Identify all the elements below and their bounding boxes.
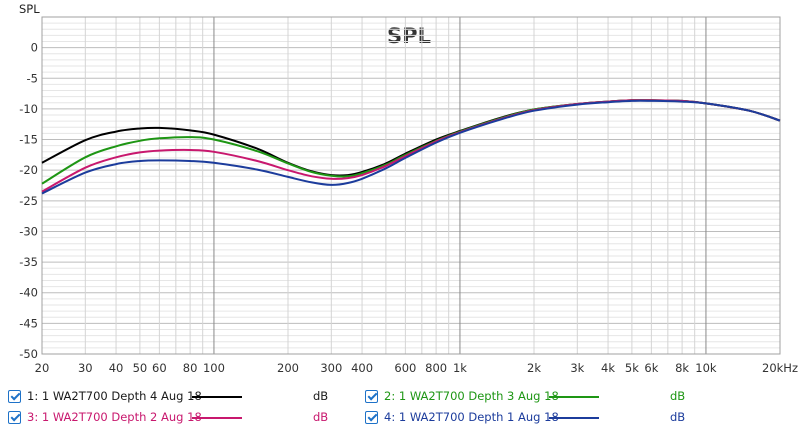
x-tick-label: 200 bbox=[277, 361, 299, 375]
y-tick-label: -30 bbox=[19, 224, 38, 238]
legend-unit-1: dB bbox=[313, 389, 329, 403]
legend-swatch-1 bbox=[192, 396, 242, 398]
x-tick-label: 5k bbox=[625, 361, 639, 375]
legend-label-2: 2: 1 WA2T700 Depth 3 Aug 18 bbox=[384, 389, 559, 403]
legend-label-3: 3: 1 WA2T700 Depth 2 Aug 18 bbox=[27, 410, 202, 424]
y-tick-label: -50 bbox=[19, 347, 38, 361]
x-tick-label: 40 bbox=[109, 361, 124, 375]
legend-unit-4: dB bbox=[670, 410, 686, 424]
x-tick-label: 800 bbox=[425, 361, 447, 375]
legend-item-2[interactable]: 2: 1 WA2T700 Depth 3 Aug 18 bbox=[365, 387, 559, 405]
x-tick-label: 100 bbox=[203, 361, 225, 375]
x-tick-label: 8k bbox=[675, 361, 689, 375]
x-tick-label: 4k bbox=[601, 361, 615, 375]
x-tick-label: 3k bbox=[570, 361, 584, 375]
x-tick-label: 300 bbox=[320, 361, 342, 375]
chart-title: SPL bbox=[387, 24, 431, 48]
y-tick-label: -45 bbox=[19, 316, 38, 330]
legend: 1: 1 WA2T700 Depth 4 Aug 18 dB 3: 1 WA2T… bbox=[0, 384, 800, 429]
legend-unit-3: dB bbox=[313, 410, 329, 424]
curves bbox=[41, 99, 781, 195]
x-tick-label: 400 bbox=[351, 361, 373, 375]
legend-checkbox-1[interactable] bbox=[8, 389, 21, 403]
y-tick-label: 0 bbox=[31, 41, 38, 55]
y-tick-label: -25 bbox=[19, 194, 38, 208]
x-tick-label: 30 bbox=[78, 361, 93, 375]
y-tick-label: -40 bbox=[19, 286, 38, 300]
y-tick-label: -10 bbox=[19, 102, 38, 116]
grid bbox=[42, 16, 781, 355]
y-tick-label: -35 bbox=[19, 255, 38, 269]
y-tick-label: -15 bbox=[19, 133, 38, 147]
legend-unit-2: dB bbox=[670, 389, 686, 403]
legend-item-3[interactable]: 3: 1 WA2T700 Depth 2 Aug 18 bbox=[8, 408, 202, 426]
x-tick-label: 2k bbox=[527, 361, 541, 375]
x-tick-labels: 20 30 40 50 60 80 100 200 300 400 600 800 1k 2k 3k 4k 5k… bbox=[35, 361, 798, 375]
x-tick-label: 600 bbox=[394, 361, 416, 375]
x-tick-label: 80 bbox=[183, 361, 198, 375]
legend-label-4: 4: 1 WA2T700 Depth 1 Aug 18 bbox=[384, 410, 559, 424]
legend-item-4[interactable]: 4: 1 WA2T700 Depth 1 Aug 18 bbox=[365, 408, 559, 426]
y-axis-title: SPL bbox=[19, 2, 40, 16]
legend-checkbox-3[interactable] bbox=[8, 410, 21, 424]
spl-chart: SPL SPL 0 -5 -10 -15 -20 -25 -30 -35 -40 -45 -50 2… bbox=[19, 2, 798, 375]
x-tick-label: 1k bbox=[453, 361, 467, 375]
legend-item-1[interactable]: 1: 1 WA2T700 Depth 4 Aug 18 bbox=[8, 387, 202, 405]
legend-swatch-3 bbox=[192, 417, 242, 419]
x-tick-label: 50 bbox=[133, 361, 148, 375]
x-tick-label: 20 bbox=[35, 361, 50, 375]
series-line-4 bbox=[41, 99, 781, 195]
legend-label-1: 1: 1 WA2T700 Depth 4 Aug 18 bbox=[27, 389, 202, 403]
legend-checkbox-2[interactable] bbox=[365, 389, 378, 403]
legend-swatch-4 bbox=[549, 417, 599, 419]
x-tick-label: 10k bbox=[695, 361, 717, 375]
x-tick-label: 60 bbox=[152, 361, 167, 375]
y-tick-label: -5 bbox=[27, 71, 38, 85]
x-tick-label: 20kHz bbox=[762, 361, 798, 375]
legend-swatch-2 bbox=[549, 396, 599, 398]
legend-checkbox-4[interactable] bbox=[365, 410, 378, 424]
y-tick-labels: 0 -5 -10 -15 -20 -25 -30 -35 -40 -45 -50 bbox=[19, 41, 38, 361]
series-line-2 bbox=[41, 99, 781, 185]
plot-frame bbox=[41, 16, 781, 355]
x-tick-label: 6k bbox=[644, 361, 658, 375]
y-tick-label: -20 bbox=[19, 163, 38, 177]
